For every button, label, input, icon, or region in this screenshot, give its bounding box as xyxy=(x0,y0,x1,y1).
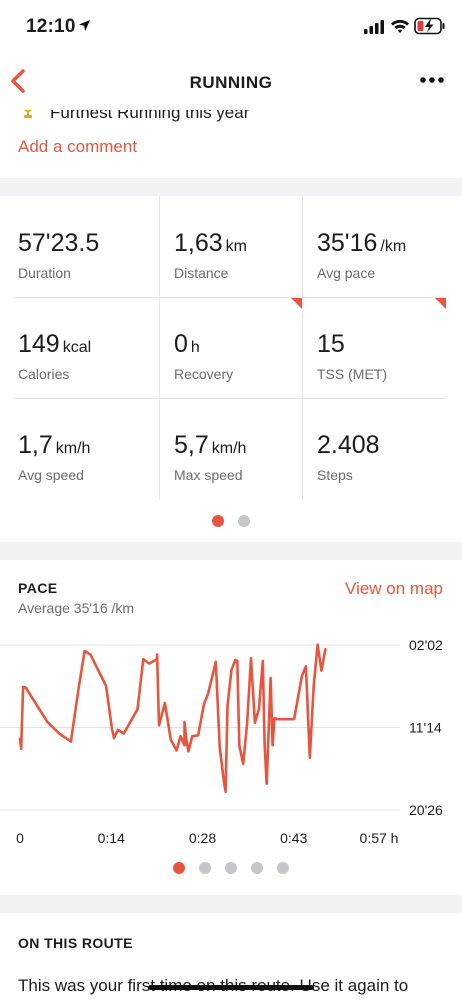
navigation-bar: RUNNING xyxy=(0,56,462,110)
y-tick-label: 02'02 xyxy=(409,637,443,653)
page-dot[interactable] xyxy=(238,515,250,527)
view-on-map-link[interactable]: View on map xyxy=(345,579,443,598)
x-tick-label: 0:43 xyxy=(280,830,307,846)
status-bar: 12:10 xyxy=(0,0,462,56)
stats-grid: 57'23.5 Duration 1,63 km Distance 35'16/k… xyxy=(0,196,462,500)
cellular-signal-icon xyxy=(364,20,384,34)
x-tick-label: 0:57 h xyxy=(360,830,399,846)
section-divider xyxy=(0,178,462,196)
pace-more-indicator xyxy=(435,298,446,309)
location-arrow-icon xyxy=(79,20,90,31)
x-tick-label: 0:14 xyxy=(98,830,125,846)
page-dot[interactable] xyxy=(277,862,289,874)
pace-series-line xyxy=(18,643,327,794)
pace-chart: 02'02 11'14 20'26 0 0:14 0:28 0:43 0:57 h xyxy=(0,637,443,846)
page-dot[interactable] xyxy=(251,862,263,874)
page-title: RUNNING xyxy=(189,73,273,92)
stat-avg-speed[interactable]: 1,7 km/h Avg speed xyxy=(18,431,91,483)
x-tick-label: 0:28 xyxy=(189,830,216,846)
back-chevron-icon[interactable] xyxy=(8,68,30,94)
distance-more-indicator xyxy=(291,298,302,309)
home-indicator xyxy=(148,985,314,990)
section-divider xyxy=(0,542,462,560)
page-dot[interactable] xyxy=(199,862,211,874)
chart-page-indicator xyxy=(173,862,289,874)
stat-calories[interactable]: 149 kcal Calories xyxy=(18,330,92,382)
add-comment-link[interactable]: Add a comment xyxy=(18,137,138,156)
stat-distance[interactable]: 1,63 km Distance xyxy=(174,229,247,281)
stats-page-indicator xyxy=(212,515,250,527)
section-divider xyxy=(0,895,462,913)
stat-duration[interactable]: 57'23.5 Duration xyxy=(18,229,100,281)
pace-section-title: PACE xyxy=(18,580,58,596)
x-tick-label: 0 xyxy=(16,830,24,846)
page-dot[interactable] xyxy=(212,515,224,527)
stat-max-speed[interactable]: 5,7 km/h Max speed xyxy=(174,431,247,483)
page-dot[interactable] xyxy=(173,862,185,874)
stat-steps[interactable]: 2.408 Steps xyxy=(317,431,380,483)
y-tick-label: 20'26 xyxy=(409,802,443,818)
y-tick-label: 11'14 xyxy=(409,720,442,736)
more-options-icon[interactable] xyxy=(419,72,445,88)
page-dot[interactable] xyxy=(225,862,237,874)
status-time: 12:10 xyxy=(26,16,76,37)
battery-charging-icon xyxy=(414,17,445,35)
wifi-icon xyxy=(391,19,409,33)
route-section-title: ON THIS ROUTE xyxy=(18,935,133,951)
stat-avg-pace[interactable]: 35'16/km Avg pace xyxy=(317,229,407,281)
pace-average: Average 35'16 /km xyxy=(18,600,135,616)
stat-tss[interactable]: 15 TSS (MET) xyxy=(317,330,387,382)
